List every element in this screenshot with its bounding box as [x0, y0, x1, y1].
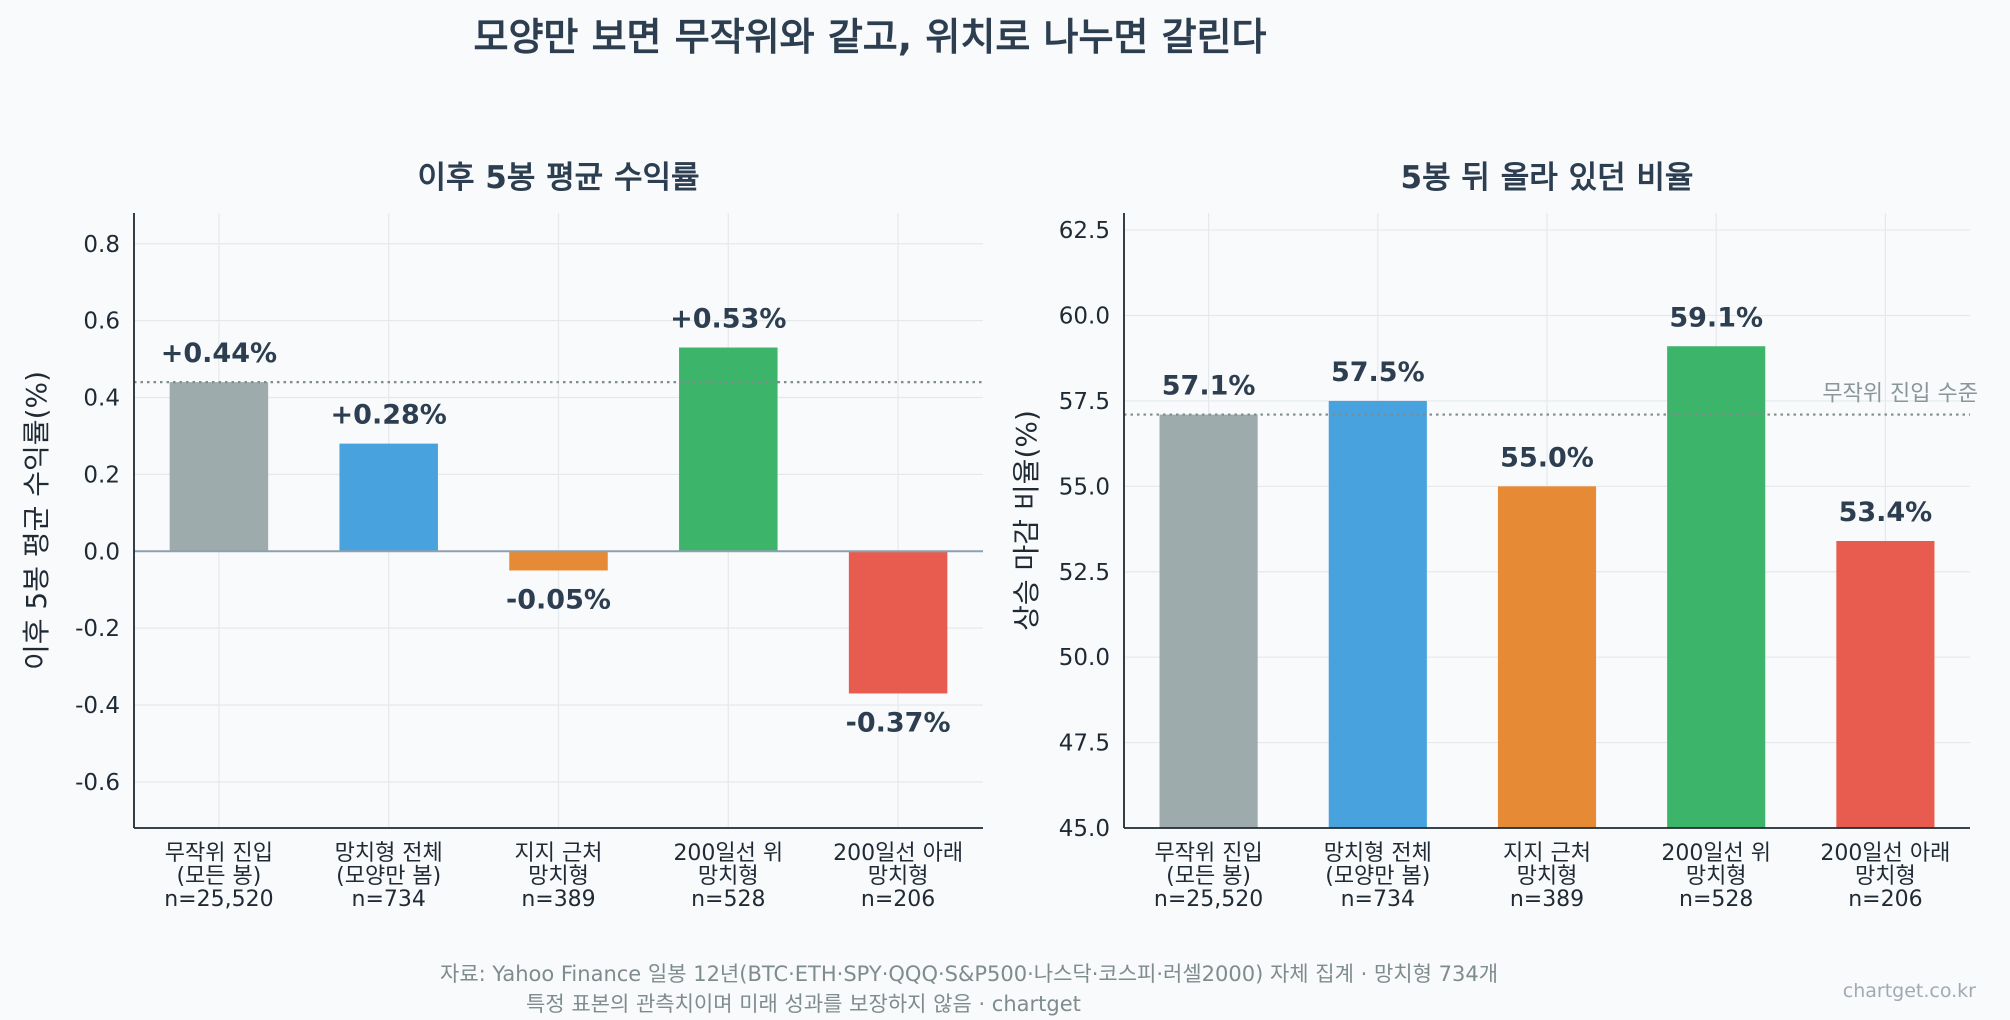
y-axis-label: 이후 5봉 평균 수익률(%)	[20, 371, 53, 670]
bar-value-label: -0.05%	[506, 584, 611, 615]
main-title: 모양만 보면 무작위와 같고, 위치로 나누면 갈린다	[473, 15, 1267, 59]
bar-green	[679, 347, 778, 552]
x-tick-label-line: n=734	[1341, 887, 1415, 912]
x-tick-label: 200일선 위 망치형 n=528	[673, 841, 783, 912]
y-tick-label: 0.4	[83, 386, 120, 412]
x-tick-label-line: 200일선 아래	[1820, 841, 1950, 866]
bar-green	[1667, 346, 1766, 828]
x-tick-label-line: n=734	[352, 887, 426, 912]
x-tick-label: 200일선 위 망치형 n=528	[1661, 841, 1771, 912]
x-tick-label: 지지 근처 망치형 n=389	[515, 841, 603, 912]
y-tick-label: 0.0	[83, 539, 120, 565]
x-tick-label-line: 망치형	[698, 864, 759, 889]
chart-panel-up-ratio: 5봉 뒤 올라 있던 비율 45.0 47.5 50.0 52.5 55.0 57.5 60.…	[1010, 160, 1978, 912]
bar-value-label: 53.4%	[1839, 497, 1933, 528]
x-tick-label-line: n=206	[1848, 887, 1922, 912]
x-tick-label-line: n=25,520	[164, 887, 273, 912]
x-tick-label: 200일선 아래 망치형 n=206	[1820, 841, 1950, 912]
x-tick-label-line: (모든 봉)	[176, 864, 261, 889]
x-tick-label-line: 무작위 진입	[165, 841, 273, 866]
y-tick-label: 57.5	[1059, 389, 1110, 415]
x-tick-label-line: 무작위 진입	[1154, 841, 1262, 866]
bar-blue	[1328, 400, 1427, 828]
bar-orange	[509, 551, 608, 571]
x-tick-label-line: 망치형	[1855, 864, 1916, 889]
x-tick-label-line: n=528	[1679, 887, 1753, 912]
x-tick-label-line: (모양만 봄)	[1325, 864, 1430, 889]
y-tick-label: 62.5	[1059, 218, 1110, 244]
y-axis-label: 상승 마감 비율(%)	[1010, 410, 1043, 631]
bar-value-label: -0.37%	[846, 707, 951, 738]
bar-value-label: +0.44%	[161, 338, 277, 369]
x-tick-label-line: n=206	[861, 887, 935, 912]
bar-blue	[339, 443, 438, 552]
x-tick-label-line: 망치형 전체	[335, 841, 443, 866]
y-tick-label: 47.5	[1059, 731, 1110, 757]
bar-red	[1836, 541, 1935, 828]
x-tick-label-line: (모든 봉)	[1166, 864, 1251, 889]
x-tick-label-line: 망치형	[1686, 864, 1747, 889]
y-tick-label: 0.8	[83, 232, 120, 258]
bar-value-label: 57.1%	[1162, 371, 1256, 402]
source-note: 자료: Yahoo Finance 일봉 12년(BTC·ETH·SPY·QQQ…	[440, 962, 1499, 986]
x-tick-label-line: 200일선 위	[673, 841, 783, 866]
x-tick-label-line: 지지 근처	[1503, 841, 1591, 866]
y-tick-label: 60.0	[1059, 304, 1110, 330]
y-tick-label: 52.5	[1059, 560, 1110, 586]
y-tick-label: 50.0	[1059, 645, 1110, 671]
bar-value-label: +0.53%	[670, 304, 786, 335]
x-tick-label: 망치형 전체 (모양만 봄) n=734	[335, 841, 443, 912]
y-tick-label: 0.6	[83, 309, 120, 335]
x-tick-label-line: n=528	[691, 887, 765, 912]
reference-line-label: 무작위 진입 수준	[1822, 382, 1978, 407]
x-tick-label-line: n=389	[521, 887, 595, 912]
chart-panel-returns: 이후 5봉 평균 수익률 -0.6 -0.4 -0.2 0.0 0.2 0.4 0.6 0.8 이…	[20, 160, 983, 912]
y-tick-label: -0.4	[75, 693, 120, 719]
bar-value-label: 59.1%	[1669, 302, 1763, 333]
bar-value-label: 55.0%	[1500, 442, 1594, 473]
x-tick-label: 지지 근처 망치형 n=389	[1503, 841, 1591, 912]
x-tick-label: 200일선 아래 망치형 n=206	[833, 841, 963, 912]
y-tick-label: -0.2	[75, 616, 120, 642]
x-tick-label-line: n=25,520	[1154, 887, 1263, 912]
panel-title: 이후 5봉 평균 수익률	[417, 160, 699, 196]
bar-red	[848, 551, 948, 694]
x-tick-label-line: 망치형	[868, 864, 929, 889]
bar-orange	[1497, 486, 1597, 828]
y-tick-label: -0.6	[75, 770, 120, 796]
x-tick-label: 무작위 진입 (모든 봉) n=25,520	[1154, 841, 1263, 912]
y-tick-label: 0.2	[83, 462, 120, 488]
x-tick-label-line: 200일선 아래	[833, 841, 963, 866]
x-tick-label-line: (모양만 봄)	[336, 864, 441, 889]
y-tick-label: 55.0	[1059, 474, 1110, 500]
x-tick-label-line: 망치형 전체	[1324, 841, 1432, 866]
x-tick-label: 망치형 전체 (모양만 봄) n=734	[1324, 841, 1432, 912]
bar-gray	[169, 382, 269, 552]
x-tick-label-line: n=389	[1510, 887, 1584, 912]
bar-value-label: +0.28%	[331, 400, 447, 431]
x-tick-label-line: 망치형	[528, 864, 589, 889]
bar-value-label: 57.5%	[1331, 357, 1425, 388]
bar-gray	[1159, 414, 1258, 828]
y-tick-label: 45.0	[1059, 816, 1110, 842]
watermark: chartget.co.kr	[1842, 980, 1976, 1002]
panel-title: 5봉 뒤 올라 있던 비율	[1401, 160, 1694, 196]
x-tick-label: 무작위 진입 (모든 봉) n=25,520	[164, 841, 273, 912]
disclaimer-note: 특정 표본의 관측치이며 미래 성과를 보장하지 않음 · chartget	[526, 992, 1081, 1016]
x-tick-label-line: 지지 근처	[515, 841, 603, 866]
x-tick-label-line: 200일선 위	[1661, 841, 1771, 866]
x-tick-label-line: 망치형	[1517, 864, 1578, 889]
